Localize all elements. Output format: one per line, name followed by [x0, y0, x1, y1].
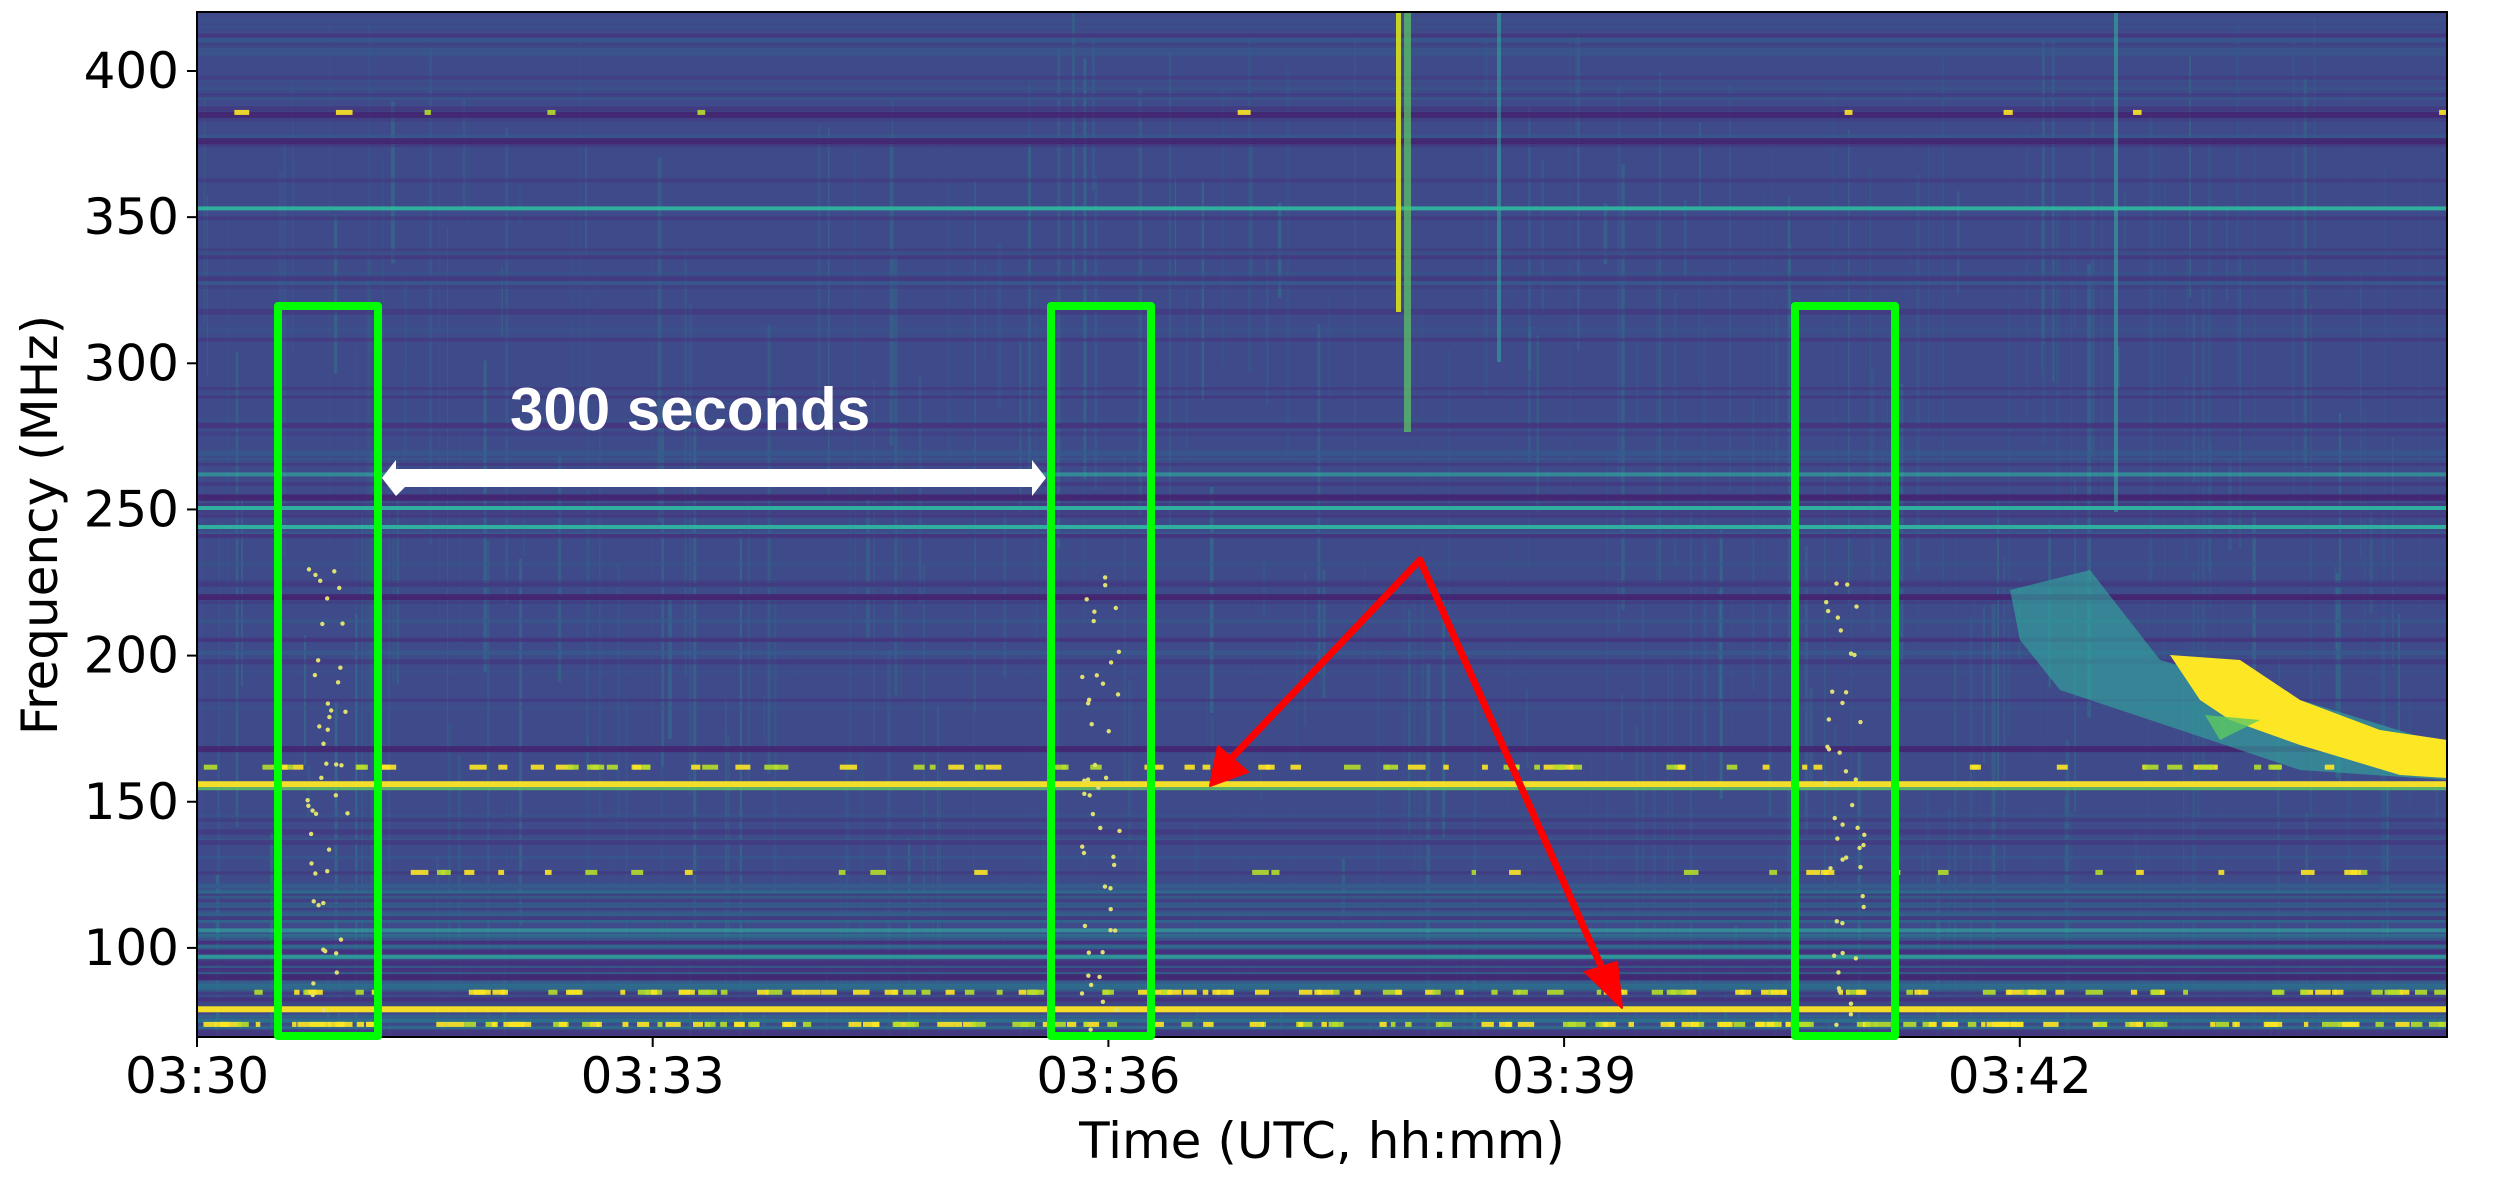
y-tick-label: 200: [84, 627, 179, 685]
x-tick-label: 03:30: [125, 1047, 269, 1105]
y-axis-label: Frequency (MHz): [11, 315, 69, 735]
vertical-streaks: [1396, 12, 2118, 512]
x-axis: 03:30 03:33 03:36 03:39 03:42: [125, 1037, 2092, 1105]
highlight-boxes: [274, 302, 1899, 1040]
red-arrows: [1209, 556, 1623, 1009]
interval-label: 300 seconds: [510, 376, 870, 443]
y-tick-label: 300: [84, 334, 179, 392]
arrow-head-left-fill: [382, 460, 396, 496]
y-tick-label: 100: [84, 919, 179, 977]
spectrogram-heatmap: [197, 12, 2447, 1037]
highlight-box-2: [1047, 302, 1155, 1040]
y-tick-label: 400: [84, 42, 179, 100]
highlight-box-3: [1791, 302, 1899, 1040]
interval-arrow: [382, 460, 1046, 496]
rfi-horizontal-lines: [197, 111, 2447, 1013]
x-axis-label: Time (UTC, hh:mm): [1078, 1112, 1565, 1170]
highlight-box-1: [274, 302, 382, 1040]
x-tick-label: 03:36: [1036, 1047, 1180, 1105]
y-axis: 100 150 200 250 300 350 400: [84, 42, 197, 977]
x-tick-label: 03:42: [1948, 1047, 2092, 1105]
red-arrow-head-2: [1584, 961, 1623, 1009]
solar-burst: [2010, 570, 2447, 780]
red-arrow-head-1: [1209, 745, 1249, 787]
y-tick-label: 350: [84, 188, 179, 246]
y-tick-label: 150: [84, 773, 179, 831]
y-tick-label: 250: [84, 480, 179, 538]
arrow-head-right: [1032, 460, 1046, 496]
plot-frame: [196, 11, 2448, 1038]
x-tick-label: 03:33: [581, 1047, 725, 1105]
x-tick-label: 03:39: [1492, 1047, 1636, 1105]
